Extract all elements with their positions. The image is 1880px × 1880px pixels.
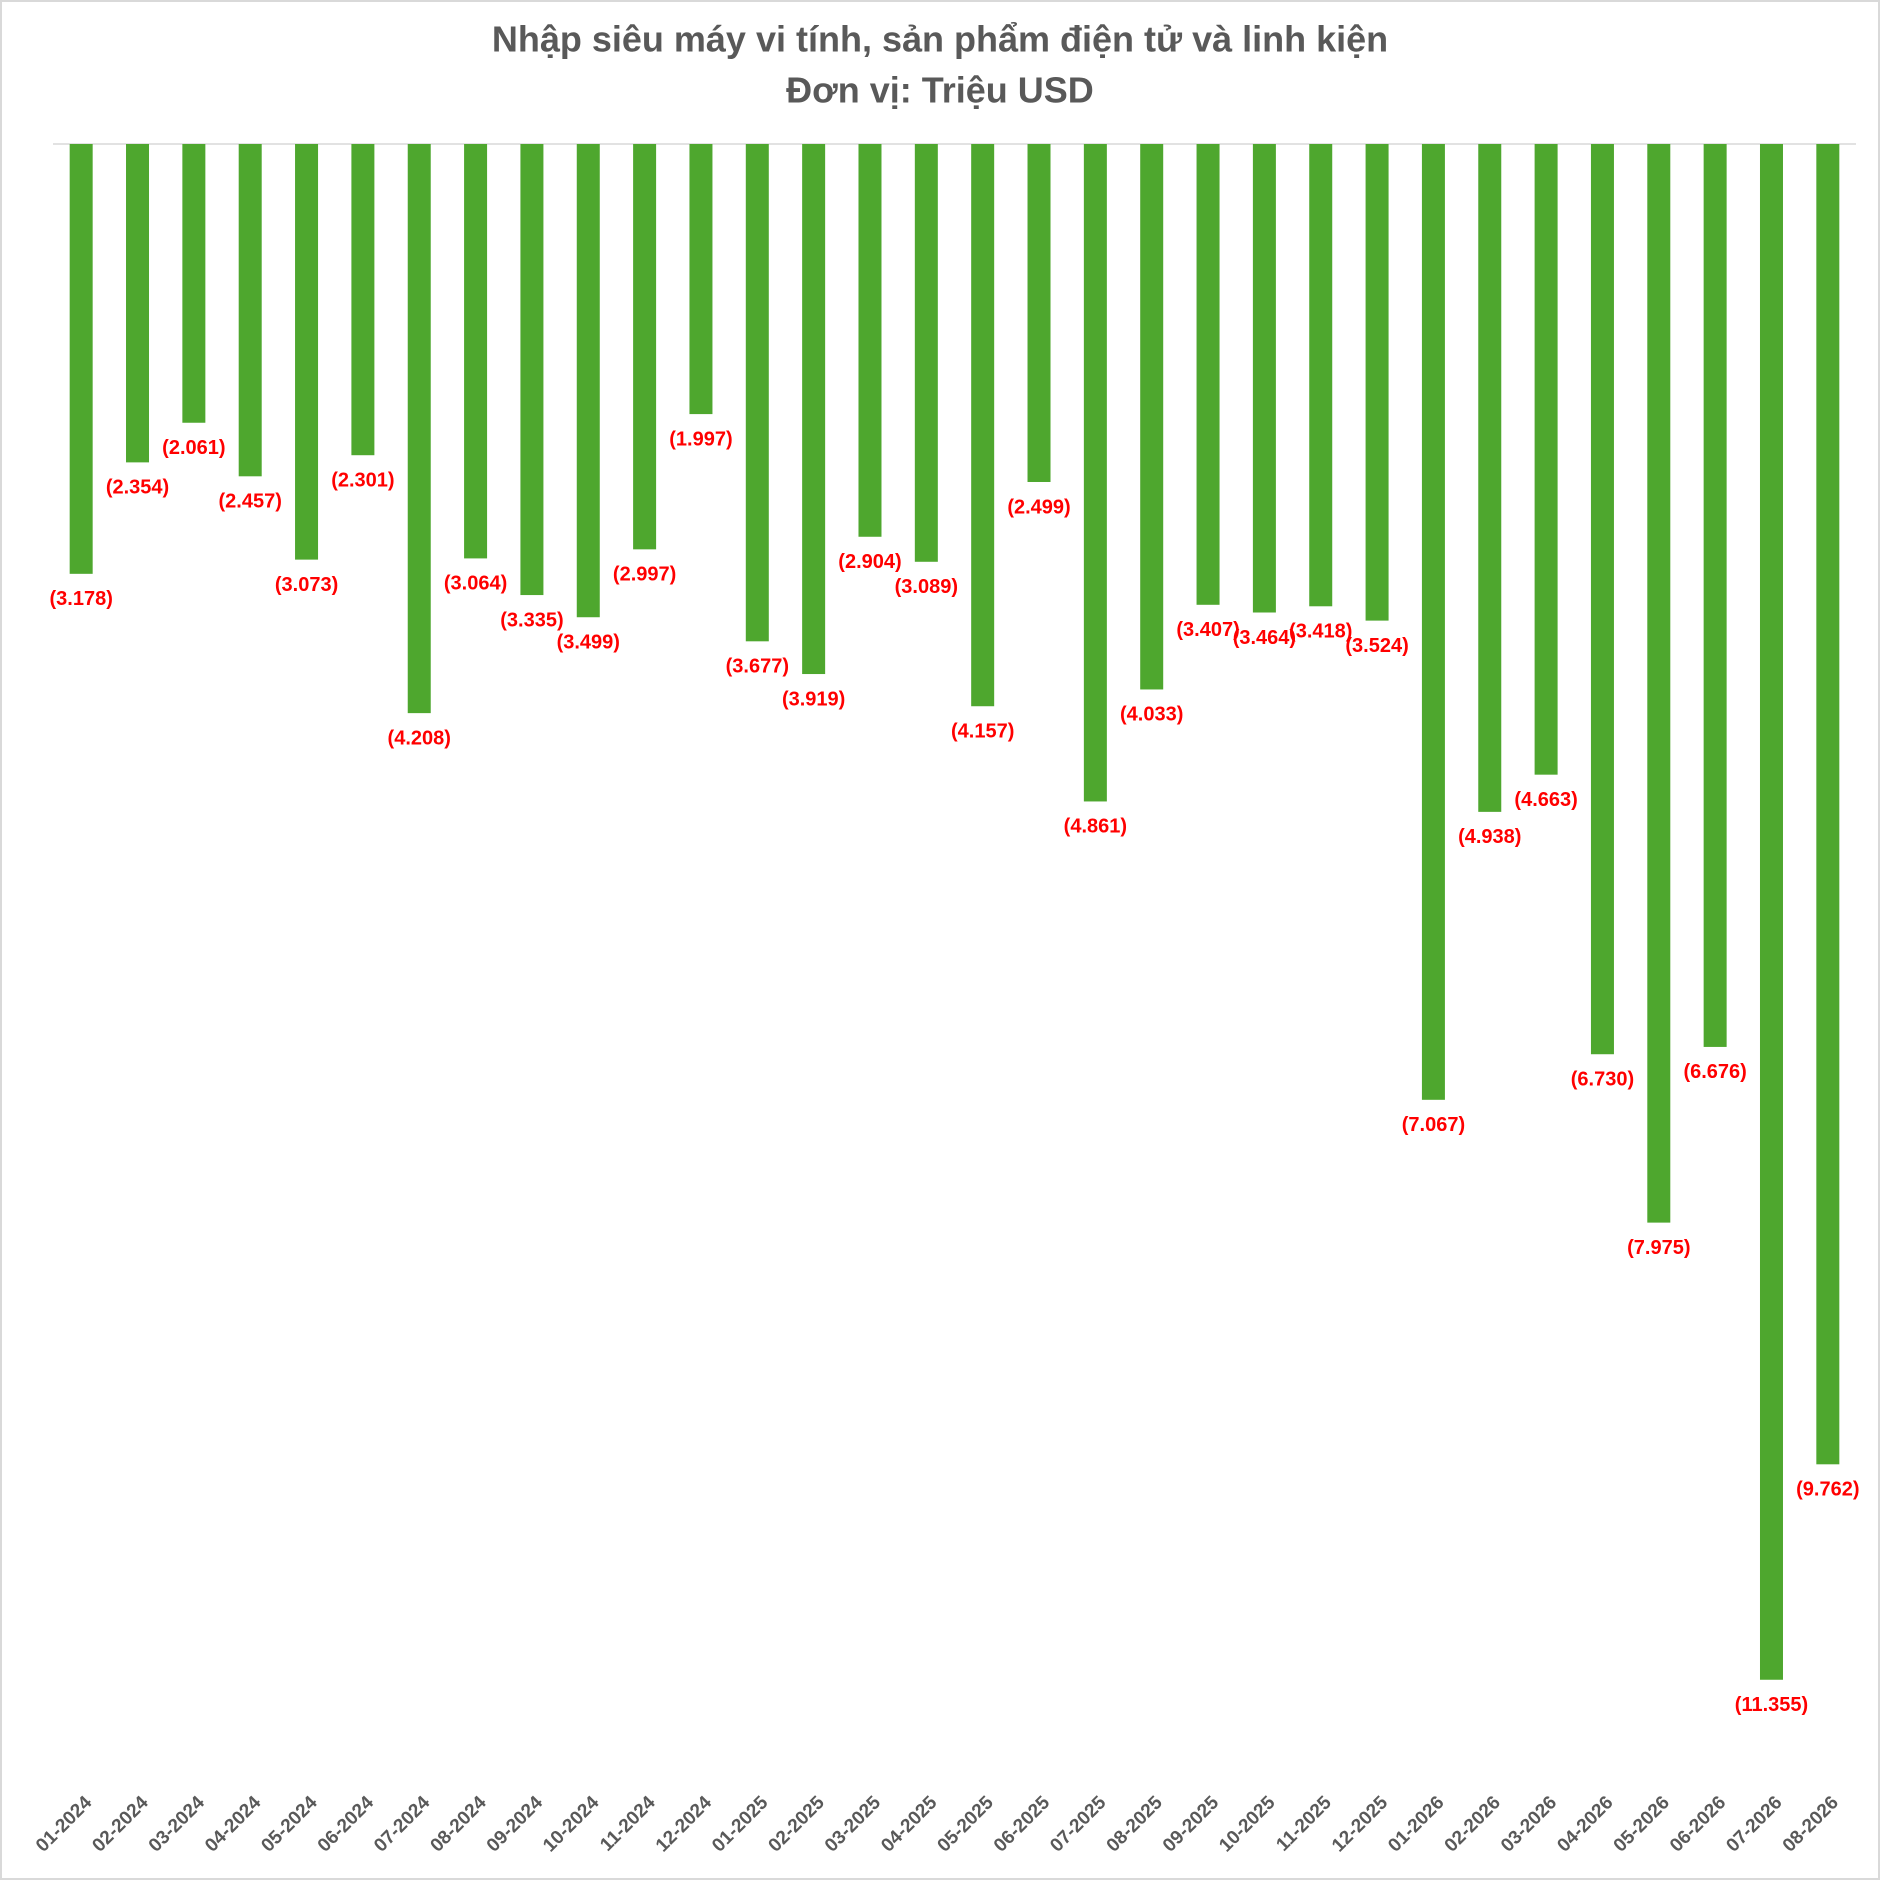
chart-title: Nhập siêu máy vi tính, sản phẩm điện tử …	[492, 19, 1388, 60]
data-label: (6.730)	[1571, 1069, 1634, 1091]
data-label: (3.073)	[275, 574, 338, 596]
data-label: (3.335)	[500, 609, 563, 631]
bar	[802, 144, 826, 675]
bar	[238, 144, 262, 477]
bar	[1365, 144, 1389, 621]
bar	[1816, 144, 1840, 1465]
chart-subtitle: Đơn vị: Triệu USD	[786, 70, 1094, 111]
data-label: (3.524)	[1345, 635, 1408, 657]
bar	[1421, 144, 1445, 1100]
data-label: (6.676)	[1683, 1061, 1746, 1083]
bar	[914, 144, 938, 562]
bar	[1196, 144, 1220, 605]
data-label: (7.067)	[1402, 1114, 1465, 1136]
bar	[689, 144, 713, 415]
data-label: (3.919)	[782, 688, 845, 710]
bar	[1140, 144, 1164, 690]
data-label: (9.762)	[1796, 1479, 1859, 1501]
data-label: (1.997)	[669, 428, 732, 450]
data-label: (4.208)	[388, 727, 451, 749]
bar	[351, 144, 375, 456]
data-label: (3.407)	[1176, 619, 1239, 641]
bar	[69, 144, 93, 574]
bar	[971, 144, 995, 707]
data-label: (2.904)	[838, 551, 901, 573]
data-label: (3.677)	[726, 656, 789, 678]
bar	[1478, 144, 1502, 812]
bar	[520, 144, 544, 596]
bar	[464, 144, 488, 559]
bar	[295, 144, 319, 560]
data-label: (4.033)	[1120, 704, 1183, 726]
bar	[407, 144, 431, 714]
bar	[1252, 144, 1276, 613]
bar	[1027, 144, 1051, 482]
data-label: (3.464)	[1233, 627, 1296, 649]
bar	[633, 144, 657, 550]
data-label: (2.997)	[613, 564, 676, 586]
bar	[1590, 144, 1614, 1055]
data-label: (2.354)	[106, 477, 169, 499]
bar	[182, 144, 206, 423]
bar	[1703, 144, 1727, 1047]
data-label: (2.457)	[219, 491, 282, 513]
bar	[126, 144, 150, 463]
data-label: (2.499)	[1007, 496, 1070, 518]
bar	[576, 144, 600, 618]
data-label: (4.157)	[951, 721, 1014, 743]
data-label: (3.178)	[49, 588, 112, 610]
bar	[745, 144, 769, 642]
data-label: (3.499)	[557, 632, 620, 654]
data-label: (7.975)	[1627, 1237, 1690, 1259]
bar	[1534, 144, 1558, 775]
data-label: (2.061)	[162, 437, 225, 459]
data-label: (3.089)	[895, 576, 958, 598]
data-label: (4.663)	[1514, 789, 1577, 811]
data-label: (3.418)	[1289, 621, 1352, 643]
data-label: (3.064)	[444, 573, 507, 595]
bar	[1083, 144, 1107, 802]
data-label: (2.301)	[331, 469, 394, 491]
data-label: (4.938)	[1458, 826, 1521, 848]
bar	[1647, 144, 1671, 1223]
data-label: (4.861)	[1064, 816, 1127, 838]
bar	[1759, 144, 1783, 1680]
data-label: (11.355)	[1735, 1694, 1808, 1716]
bar	[1309, 144, 1333, 607]
bar	[858, 144, 882, 537]
